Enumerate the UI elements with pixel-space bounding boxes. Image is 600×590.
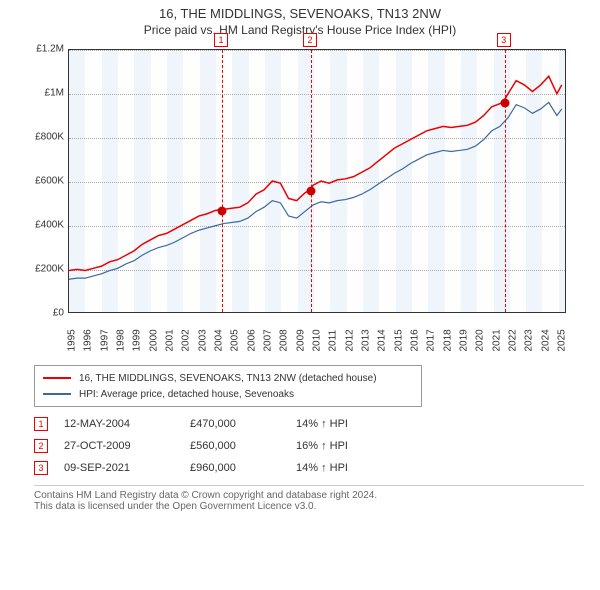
x-axis-label: 2024: [540, 340, 551, 352]
transaction-row: 1 12-MAY-2004 £470,000 14% ↑ HPI: [34, 413, 584, 435]
transaction-delta: 14% ↑ HPI: [296, 418, 348, 430]
x-axis-label: 2009: [295, 340, 306, 352]
legend-row: HPI: Average price, detached house, Seve…: [43, 386, 413, 402]
marker-label-box: 3: [497, 33, 511, 47]
x-axis-label: 2004: [213, 340, 224, 352]
transaction-delta: 16% ↑ HPI: [296, 440, 348, 452]
series-line: [69, 76, 562, 270]
marker-line: [311, 50, 312, 312]
transaction-row: 3 09-SEP-2021 £960,000 14% ↑ HPI: [34, 457, 584, 479]
x-axis-label: 2020: [475, 340, 486, 352]
x-axis-label: 2002: [181, 340, 192, 352]
transaction-date: 09-SEP-2021: [64, 462, 174, 474]
x-axis-label: 1998: [115, 340, 126, 352]
x-axis-label: 2019: [458, 340, 469, 352]
x-axis-label: 2010: [311, 340, 322, 352]
transaction-number-box: 1: [34, 417, 48, 431]
marker-label-box: 2: [303, 33, 317, 47]
x-axis-label: 2012: [344, 340, 355, 352]
x-axis-label: 2003: [197, 340, 208, 352]
transaction-date: 27-OCT-2009: [64, 440, 174, 452]
y-axis-label: £200K: [16, 264, 64, 275]
page-wrap: 16, THE MIDDLINGS, SEVENOAKS, TN13 2NW P…: [0, 0, 600, 512]
legend-swatch: [43, 393, 71, 395]
x-axis-label: 2013: [360, 340, 371, 352]
footer-note: Contains HM Land Registry data © Crown c…: [34, 485, 584, 512]
x-axis-label: 2025: [556, 340, 567, 352]
marker-line: [505, 50, 506, 312]
x-axis-label: 2021: [491, 340, 502, 352]
x-axis-label: 2015: [393, 340, 404, 352]
x-axis-label: 2001: [164, 340, 175, 352]
legend-row: 16, THE MIDDLINGS, SEVENOAKS, TN13 2NW (…: [43, 370, 413, 386]
marker-line: [222, 50, 223, 312]
y-axis-label: £1M: [16, 88, 64, 99]
y-axis-label: £0: [16, 308, 64, 319]
marker-label-box: 1: [214, 33, 228, 47]
marker-dot: [306, 186, 315, 195]
legend-label: HPI: Average price, detached house, Seve…: [79, 389, 294, 400]
footer-line-1: Contains HM Land Registry data © Crown c…: [34, 490, 584, 501]
x-axis-label: 2011: [328, 340, 339, 352]
x-axis-label: 2023: [524, 340, 535, 352]
x-axis-label: 2000: [148, 340, 159, 352]
transaction-row: 2 27-OCT-2009 £560,000 16% ↑ HPI: [34, 435, 584, 457]
transaction-date: 12-MAY-2004: [64, 418, 174, 430]
x-axis-label: 2008: [279, 340, 290, 352]
legend-box: 16, THE MIDDLINGS, SEVENOAKS, TN13 2NW (…: [34, 365, 422, 407]
chart-svg: [69, 50, 565, 312]
marker-dot: [500, 98, 509, 107]
y-axis-label: £600K: [16, 176, 64, 187]
x-axis-label: 2022: [507, 340, 518, 352]
x-axis-label: 2016: [409, 340, 420, 352]
legend-label: 16, THE MIDDLINGS, SEVENOAKS, TN13 2NW (…: [79, 373, 377, 384]
plot-frame: [68, 49, 566, 313]
footer-line-2: This data is licensed under the Open Gov…: [34, 501, 584, 512]
x-axis-label: 2007: [262, 340, 273, 352]
y-axis-label: £800K: [16, 132, 64, 143]
transaction-price: £560,000: [190, 440, 280, 452]
chart-title: 16, THE MIDDLINGS, SEVENOAKS, TN13 2NW: [0, 0, 600, 21]
x-axis-label: 1999: [132, 340, 143, 352]
y-axis-label: £1.2M: [16, 44, 64, 55]
transaction-price: £470,000: [190, 418, 280, 430]
transactions-table: 1 12-MAY-2004 £470,000 14% ↑ HPI 2 27-OCT-200…: [34, 413, 584, 479]
transaction-number-box: 3: [34, 461, 48, 475]
x-axis-label: 2014: [377, 340, 388, 352]
x-axis-label: 1995: [67, 340, 78, 352]
x-axis-label: 2005: [230, 340, 241, 352]
chart-area: £0 £200K £400K £600K £800K £1M £1.2M 1995 1996 19…: [16, 41, 576, 359]
x-axis-label: 2006: [246, 340, 257, 352]
transaction-number-box: 2: [34, 439, 48, 453]
legend-swatch: [43, 377, 71, 379]
x-axis-label: 2017: [426, 340, 437, 352]
x-axis-label: 1997: [99, 340, 110, 352]
x-axis-label: 1996: [83, 340, 94, 352]
transaction-delta: 14% ↑ HPI: [296, 462, 348, 474]
y-axis-label: £400K: [16, 220, 64, 231]
marker-dot: [217, 206, 226, 215]
transaction-price: £960,000: [190, 462, 280, 474]
x-axis-label: 2018: [442, 340, 453, 352]
